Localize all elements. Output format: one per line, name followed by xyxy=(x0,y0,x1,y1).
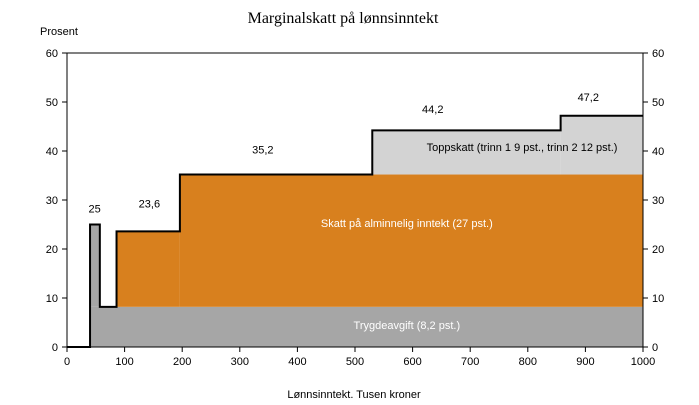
value-label: 35,2 xyxy=(252,144,273,156)
value-label: 44,2 xyxy=(422,104,443,116)
band-alminnelig-segment-1 xyxy=(179,174,643,307)
right-y-tick-label: 10 xyxy=(652,293,664,305)
chart-title: Marginalskatt på lønnsinntekt xyxy=(248,10,439,27)
y-axis-label: Prosent xyxy=(40,26,78,38)
x-axis-label: Lønnsinntekt. Tusen kroner xyxy=(287,389,421,401)
value-label: 23,6 xyxy=(139,198,160,210)
right-y-tick-label: 40 xyxy=(652,146,664,158)
x-tick-label: 200 xyxy=(173,356,191,368)
left-y-tick-label: 40 xyxy=(46,146,58,158)
band-label-toppskatt: Toppskatt (trinn 1 9 pst., trinn 2 12 ps… xyxy=(427,142,618,154)
x-tick-label: 300 xyxy=(231,356,249,368)
band-label-alminnelig: Skatt på alminnelig inntekt (27 pst.) xyxy=(321,218,493,230)
band-toppskatt-segment-0 xyxy=(372,130,561,175)
left-y-tick-label: 60 xyxy=(46,48,58,60)
value-labels: 25 23,6 35,2 44,2 47,2 xyxy=(89,92,599,215)
band-trygdeavgift-segment-0 xyxy=(90,306,644,347)
band-toppskatt-segment-1 xyxy=(560,115,643,175)
x-tick-label: 500 xyxy=(346,356,364,368)
value-label: 25 xyxy=(89,203,101,215)
value-label: 47,2 xyxy=(578,92,599,104)
band-labels: Toppskatt (trinn 1 9 pst., trinn 2 12 ps… xyxy=(321,142,617,332)
right-y-tick-label: 30 xyxy=(652,195,664,207)
x-axis: 0 100 200 300 400 500 600 700 800 900 1000 xyxy=(64,347,655,368)
band-early_peak-segment-0 xyxy=(90,224,100,307)
left-y-tick-label: 20 xyxy=(46,244,58,256)
x-tick-label: 700 xyxy=(461,356,479,368)
total-marginal-tax-line xyxy=(67,114,643,348)
x-tick-label: 900 xyxy=(576,356,594,368)
x-tick-label: 600 xyxy=(403,356,421,368)
right-y-tick-label: 50 xyxy=(652,97,664,109)
right-y-axis: 0 10 20 30 40 50 60 xyxy=(643,48,664,354)
x-tick-label: 100 xyxy=(115,356,133,368)
left-y-axis: 0 10 20 30 40 50 60 xyxy=(46,48,67,354)
right-y-tick-label: 0 xyxy=(652,342,658,354)
band-label-trygdeavgift: Trygdeavgift (8,2 pst.) xyxy=(354,320,461,332)
right-y-tick-label: 20 xyxy=(652,244,664,256)
band-alminnelig-segment-0 xyxy=(116,231,180,307)
tax-bands xyxy=(90,115,644,347)
left-y-tick-label: 0 xyxy=(52,342,58,354)
x-tick-label: 400 xyxy=(288,356,306,368)
x-tick-label: 1000 xyxy=(631,356,655,368)
left-y-tick-label: 50 xyxy=(46,97,58,109)
x-tick-label: 0 xyxy=(64,356,70,368)
left-y-tick-label: 10 xyxy=(46,293,58,305)
x-tick-label: 800 xyxy=(519,356,537,368)
right-y-tick-label: 60 xyxy=(652,48,664,60)
left-y-tick-label: 30 xyxy=(46,195,58,207)
